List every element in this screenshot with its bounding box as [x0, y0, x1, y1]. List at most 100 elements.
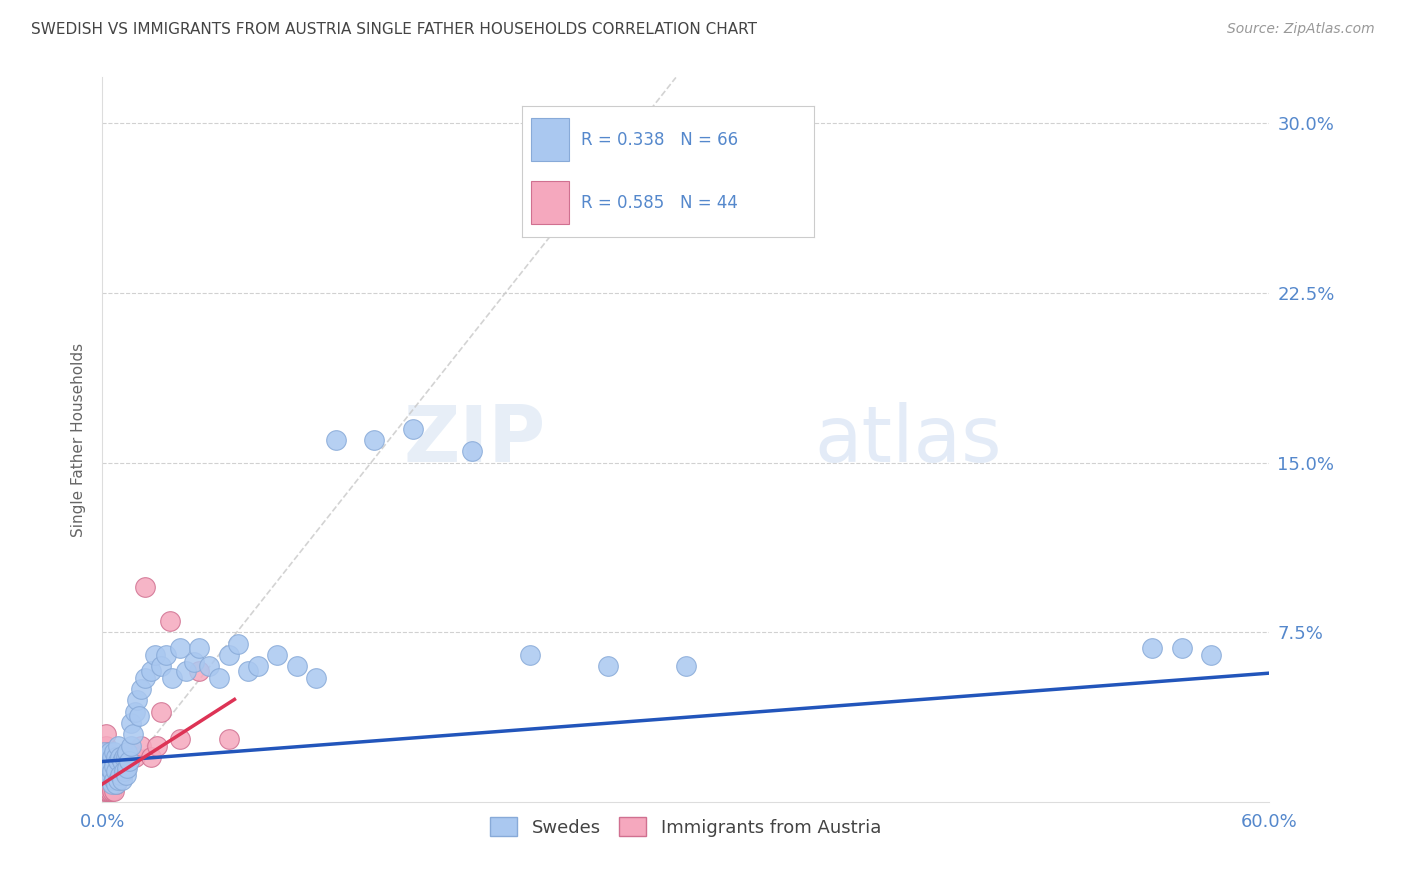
Y-axis label: Single Father Households: Single Father Households [72, 343, 86, 537]
Point [129, 739, 152, 753]
Legend: Swedes, Immigrants from Austria: Swedes, Immigrants from Austria [484, 810, 889, 844]
Point [98, 750, 121, 764]
Point [169, 641, 191, 656]
Point [124, 705, 146, 719]
Point [111, 772, 134, 787]
Point [169, 731, 191, 746]
Point [188, 641, 211, 656]
Point [93, 746, 115, 760]
Point [460, 444, 482, 458]
Point [143, 648, 166, 662]
Point [218, 731, 240, 746]
Point [1170, 641, 1192, 656]
Point [112, 755, 135, 769]
Point [111, 755, 134, 769]
Point [94, 761, 117, 775]
Point [128, 709, 150, 723]
Point [114, 750, 136, 764]
Point [118, 755, 141, 769]
Point [108, 768, 131, 782]
Point [98, 784, 121, 798]
Point [122, 727, 145, 741]
Point [117, 750, 139, 764]
Point [94, 755, 117, 769]
Point [94, 772, 117, 787]
Point [183, 655, 205, 669]
Point [101, 750, 124, 764]
Point [97, 772, 120, 787]
Point [117, 746, 139, 760]
Point [94, 727, 117, 741]
Point [198, 659, 221, 673]
Point [101, 750, 124, 764]
Point [93, 746, 115, 760]
Point [93, 784, 115, 798]
Point [103, 772, 125, 787]
Point [145, 739, 167, 753]
Point [111, 768, 134, 782]
Point [94, 739, 117, 753]
Point [107, 755, 129, 769]
Point [104, 761, 127, 775]
Point [149, 705, 172, 719]
Point [174, 664, 197, 678]
Point [675, 659, 697, 673]
Point [104, 750, 127, 764]
Point [107, 772, 129, 787]
Point [104, 777, 127, 791]
Point [134, 671, 156, 685]
Point [107, 772, 129, 787]
Point [236, 664, 259, 678]
Point [139, 664, 162, 678]
Point [97, 784, 120, 798]
Point [112, 764, 135, 778]
Point [127, 693, 149, 707]
Point [103, 784, 125, 798]
Point [103, 759, 125, 773]
Point [1199, 648, 1222, 662]
Point [114, 761, 136, 775]
Text: Source: ZipAtlas.com: Source: ZipAtlas.com [1227, 22, 1375, 37]
Point [97, 750, 120, 764]
Point [98, 772, 121, 787]
Point [93, 777, 115, 791]
Point [120, 716, 142, 731]
Point [159, 614, 181, 628]
Point [208, 671, 231, 685]
Point [120, 739, 142, 753]
Point [117, 761, 139, 775]
Point [129, 681, 152, 696]
Point [519, 648, 541, 662]
Point [98, 768, 121, 782]
Point [285, 659, 308, 673]
Point [402, 421, 425, 435]
Point [120, 746, 142, 760]
Text: SWEDISH VS IMMIGRANTS FROM AUSTRIA SINGLE FATHER HOUSEHOLDS CORRELATION CHART: SWEDISH VS IMMIGRANTS FROM AUSTRIA SINGL… [31, 22, 756, 37]
Point [160, 671, 183, 685]
Point [101, 777, 124, 791]
Point [104, 777, 127, 791]
Point [325, 433, 347, 447]
Point [98, 761, 121, 775]
Point [97, 761, 120, 775]
Point [305, 671, 328, 685]
Point [101, 768, 124, 782]
Point [246, 659, 269, 673]
Point [124, 750, 146, 764]
Point [218, 648, 240, 662]
Point [108, 750, 131, 764]
Point [107, 739, 129, 753]
Point [98, 746, 121, 760]
Point [97, 768, 120, 782]
Point [266, 648, 288, 662]
Point [228, 637, 250, 651]
Point [134, 580, 156, 594]
Point [149, 659, 172, 673]
Point [93, 755, 115, 769]
Point [101, 784, 124, 798]
Point [363, 433, 385, 447]
Point [139, 750, 162, 764]
Text: ZIP: ZIP [404, 402, 546, 478]
Point [188, 664, 211, 678]
Point [155, 648, 177, 662]
